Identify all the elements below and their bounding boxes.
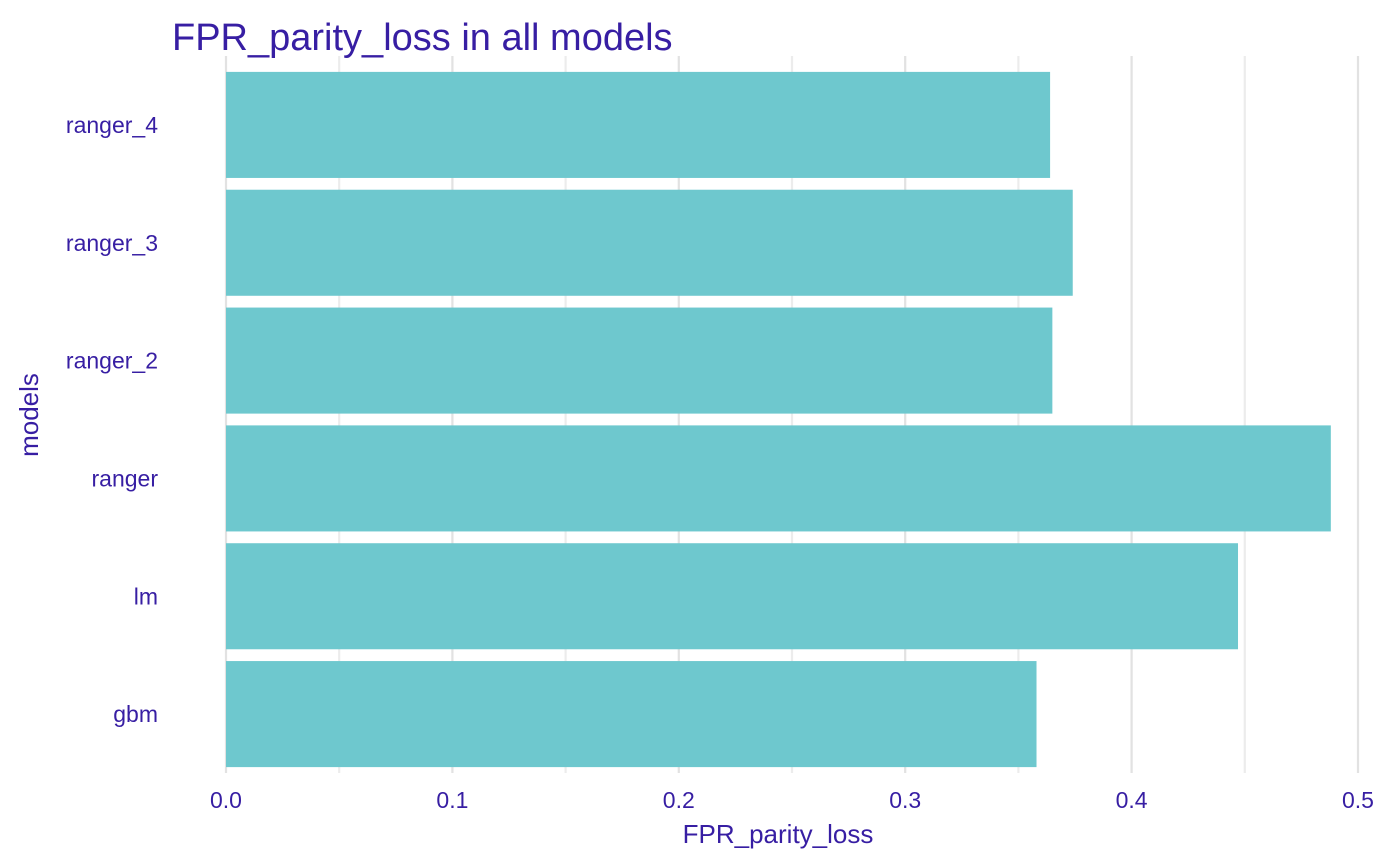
y-tick-ranger_2: ranger_2 [66,348,158,374]
bar-gbm [226,661,1037,768]
y-tick-gbm: gbm [113,701,158,727]
x-tick-label: 0.1 [436,787,468,813]
y-tick-labels: gbm lm ranger ranger_2 ranger_3 ranger_4 [66,112,158,727]
y-tick-ranger: ranger [92,465,159,491]
y-tick-ranger_3: ranger_3 [66,230,158,256]
x-tick-label: 0.0 [210,787,242,813]
y-tick-ranger_4: ranger_4 [66,112,158,138]
x-tick-label: 0.5 [1342,787,1374,813]
x-tick-label: 0.2 [663,787,695,813]
x-tick-label: 0.3 [889,787,921,813]
x-tick-labels: 0.0 0.1 0.2 0.3 0.4 0.5 [210,787,1374,813]
bars [226,71,1331,768]
chart-title: FPR_parity_loss in all models [172,17,673,59]
bar-ranger_3 [226,189,1073,296]
bar-ranger [226,425,1331,532]
bar-ranger_4 [226,71,1051,178]
y-tick-lm: lm [134,583,158,609]
x-axis-label: FPR_parity_loss [683,819,874,849]
bar-ranger_2 [226,307,1053,414]
y-axis-label: models [14,373,44,457]
bar-lm [226,543,1239,650]
x-tick-label: 0.4 [1116,787,1148,813]
